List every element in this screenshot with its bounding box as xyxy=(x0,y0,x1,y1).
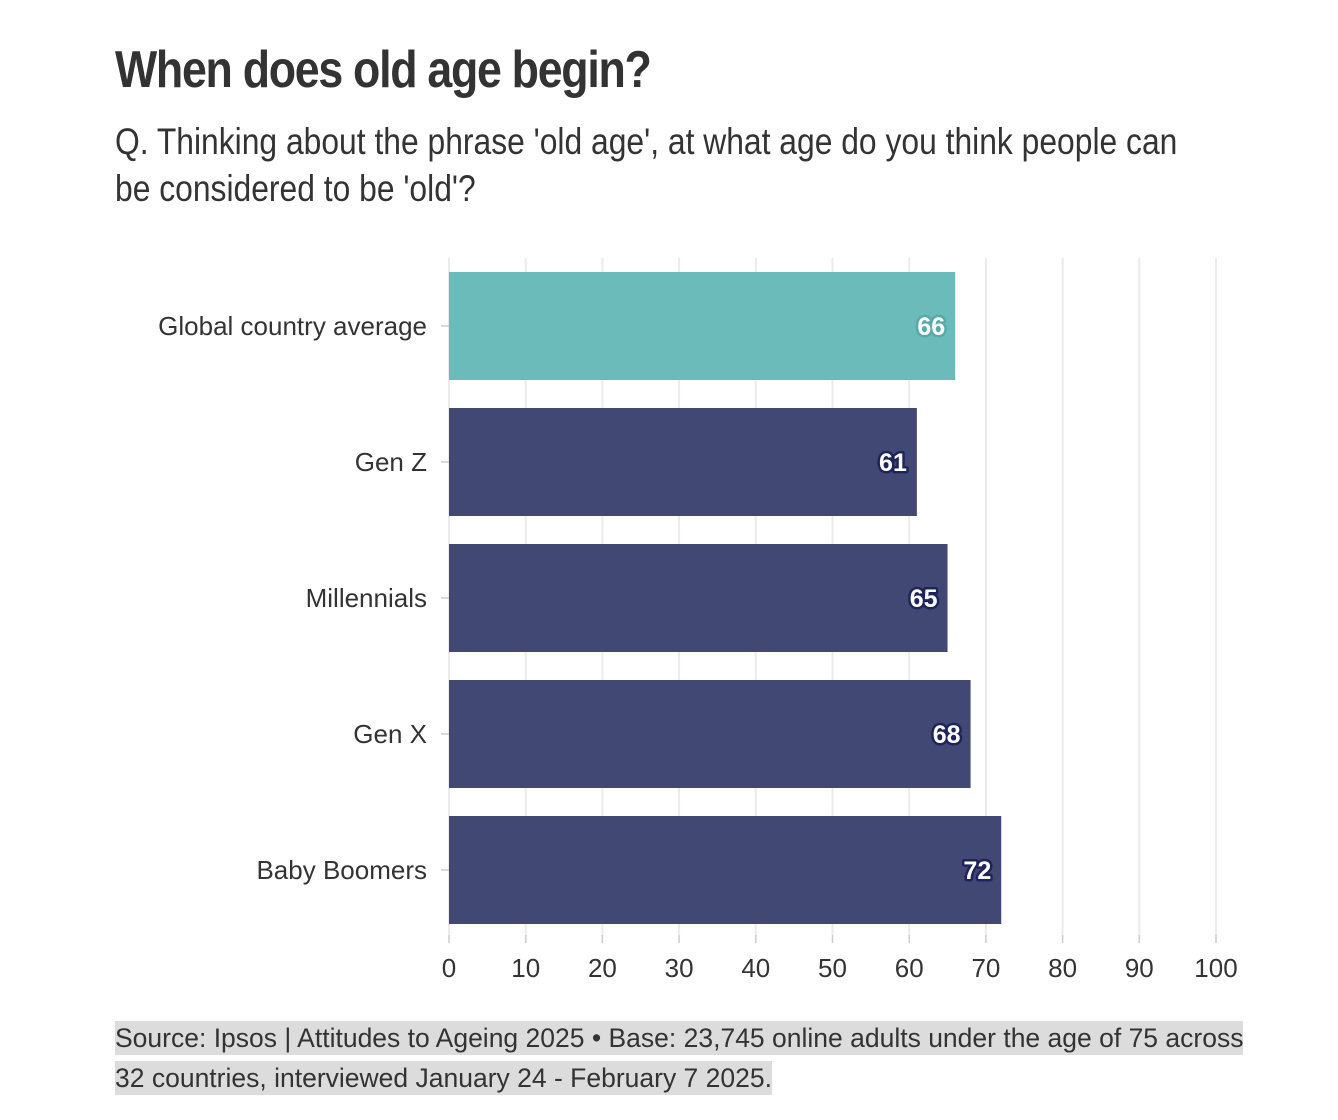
chart-subtitle: Q. Thinking about the phrase 'old age', … xyxy=(115,121,1178,209)
data-label: 68 xyxy=(933,721,961,749)
tick-label-x-100: 100 xyxy=(1194,953,1237,983)
source-text: Source: Ipsos | Attitudes to Ageing 2025… xyxy=(115,1021,1244,1095)
category-label: Gen Z xyxy=(355,447,427,477)
data-label: 72 xyxy=(963,857,991,885)
tick-label-x-50: 50 xyxy=(818,953,847,983)
tick-label-x-0: 0 xyxy=(442,953,456,983)
bar-chart: 0 10 20 30 40 50 60 70 80 90 100 Global country ave… xyxy=(158,258,1238,984)
data-label: 66 xyxy=(917,313,945,341)
tick-label-x-70: 70 xyxy=(971,953,1000,983)
tick-label-x-60: 60 xyxy=(895,953,924,983)
category-label: Millennials xyxy=(306,583,427,613)
tick-label-x-10: 10 xyxy=(511,953,540,983)
data-label: 61 xyxy=(879,449,907,477)
data-label: 65 xyxy=(910,585,938,613)
category-label: Global country average xyxy=(158,311,427,341)
tick-label-x-40: 40 xyxy=(741,953,770,983)
bar-gen-z xyxy=(449,408,917,516)
bar-millennials xyxy=(449,544,948,652)
bar-baby-boomers xyxy=(449,816,1002,924)
bar-gen-x xyxy=(449,680,971,788)
chart-title: When does old age begin? xyxy=(115,41,652,99)
source-note: Source: Ipsos | Attitudes to Ageing 2025… xyxy=(115,1018,1255,1098)
tick-label-x-20: 20 xyxy=(588,953,617,983)
tick-label-x-30: 30 xyxy=(665,953,694,983)
tick-label-x-90: 90 xyxy=(1125,953,1154,983)
bars xyxy=(449,272,1002,924)
bar-global-country-average xyxy=(449,272,956,380)
labels: 0 10 20 30 40 50 60 70 80 90 100 Global country ave… xyxy=(158,311,1238,984)
tick-label-x-80: 80 xyxy=(1048,953,1077,983)
category-label: Gen X xyxy=(353,719,427,749)
category-label: Baby Boomers xyxy=(256,855,427,885)
